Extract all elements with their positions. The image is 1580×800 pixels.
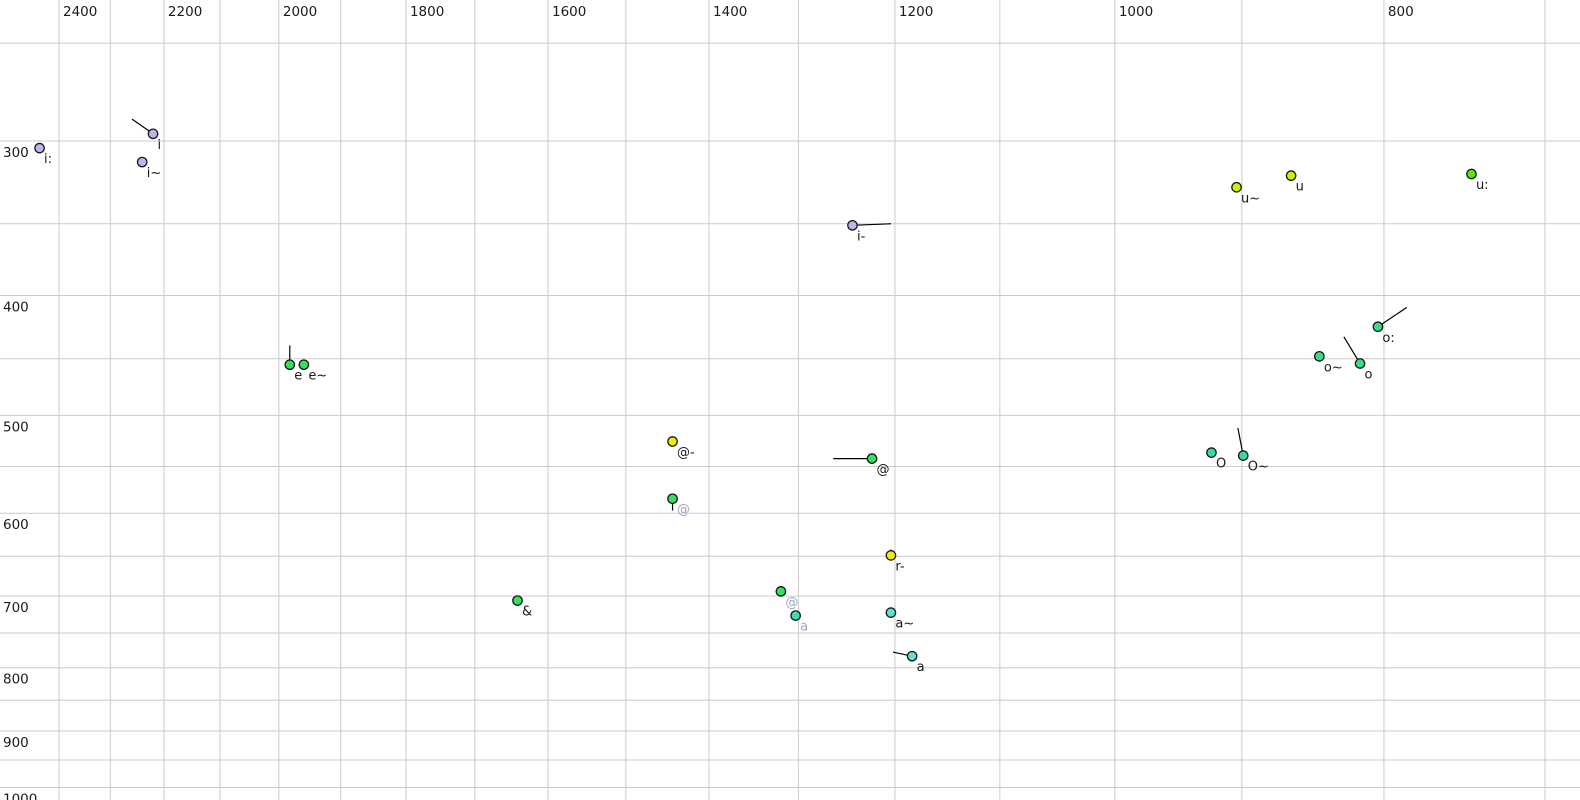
x-tick-label: 1600 [552,4,586,20]
vowel-point-label: O~ [1248,460,1269,475]
vowel-point [847,219,858,231]
y-tick-label: 600 [3,517,29,533]
vowel-point-label: o~ [1324,360,1343,375]
vowel-point-label: @- [677,446,695,461]
vowel-point-label: a~ [895,617,914,632]
vowel-point-label: u [1296,180,1304,195]
vowel-point-label: @ [785,595,798,610]
vowel-point-label: e~ [308,369,327,384]
vowel-point-label: @ [677,503,690,518]
vowel-point-label: & [522,605,532,620]
y-tick-label: 900 [3,735,29,751]
vowel-point [298,359,310,371]
vowel-point [885,607,897,618]
vowel-point [885,550,897,561]
vowel-point [1314,350,1325,362]
y-tick-label: 500 [3,419,29,435]
vowel-point-label: r- [895,559,905,574]
vowel-point-label: e [294,369,302,384]
vowel-point [34,142,45,154]
vowel-point [906,650,918,662]
vowel-point-label: i~ [147,166,162,181]
vowel-point [1466,168,1477,180]
vowel-point [147,128,159,140]
y-tick-label: 800 [3,672,29,688]
vowel-point-label: u: [1476,178,1489,193]
vowel-point-label: i- [857,229,866,244]
vowel-point [667,493,678,505]
vowel-point-tail [852,223,891,226]
vowel-point [1231,181,1242,193]
vowel-point [1372,321,1384,333]
vowel-point [775,586,787,597]
vowel-point-label: a [800,620,808,635]
vowel-point [1354,358,1366,369]
vowel-point [512,595,523,606]
x-tick-label: 2000 [283,4,317,20]
y-tick-label: 1000 [3,792,37,800]
x-tick-label: 2200 [168,4,202,20]
y-tick-label: 300 [3,145,29,161]
vowel-point-label: @ [877,463,890,478]
x-tick-label: 1200 [899,4,933,20]
vowel-point [1206,447,1217,458]
vowel-point-label: o: [1382,331,1394,346]
vowel-point [284,359,296,371]
vowel-point-label: o [1365,367,1373,382]
x-tick-label: 1000 [1119,4,1153,20]
vowel-point-label: i [158,138,162,153]
x-tick-label: 1800 [410,4,444,20]
vowel-point [1285,170,1297,182]
vowel-point [667,436,678,447]
vowel-point [136,156,148,168]
vowel-point-label: i: [44,152,52,167]
y-tick-label: 400 [3,299,29,315]
vowel-point-label: O [1216,457,1226,472]
x-tick-label: 800 [1388,4,1414,20]
x-tick-label: 1400 [713,4,747,20]
vowel-point-label: a [917,660,925,675]
vowel-point-tail [1377,306,1408,328]
vowel-point [790,610,801,621]
vowel-point [1237,450,1249,461]
vowel-point [866,453,878,464]
vowel-point-label: u~ [1241,191,1260,206]
y-tick-label: 700 [3,600,29,616]
x-tick-label: 2400 [63,4,97,20]
